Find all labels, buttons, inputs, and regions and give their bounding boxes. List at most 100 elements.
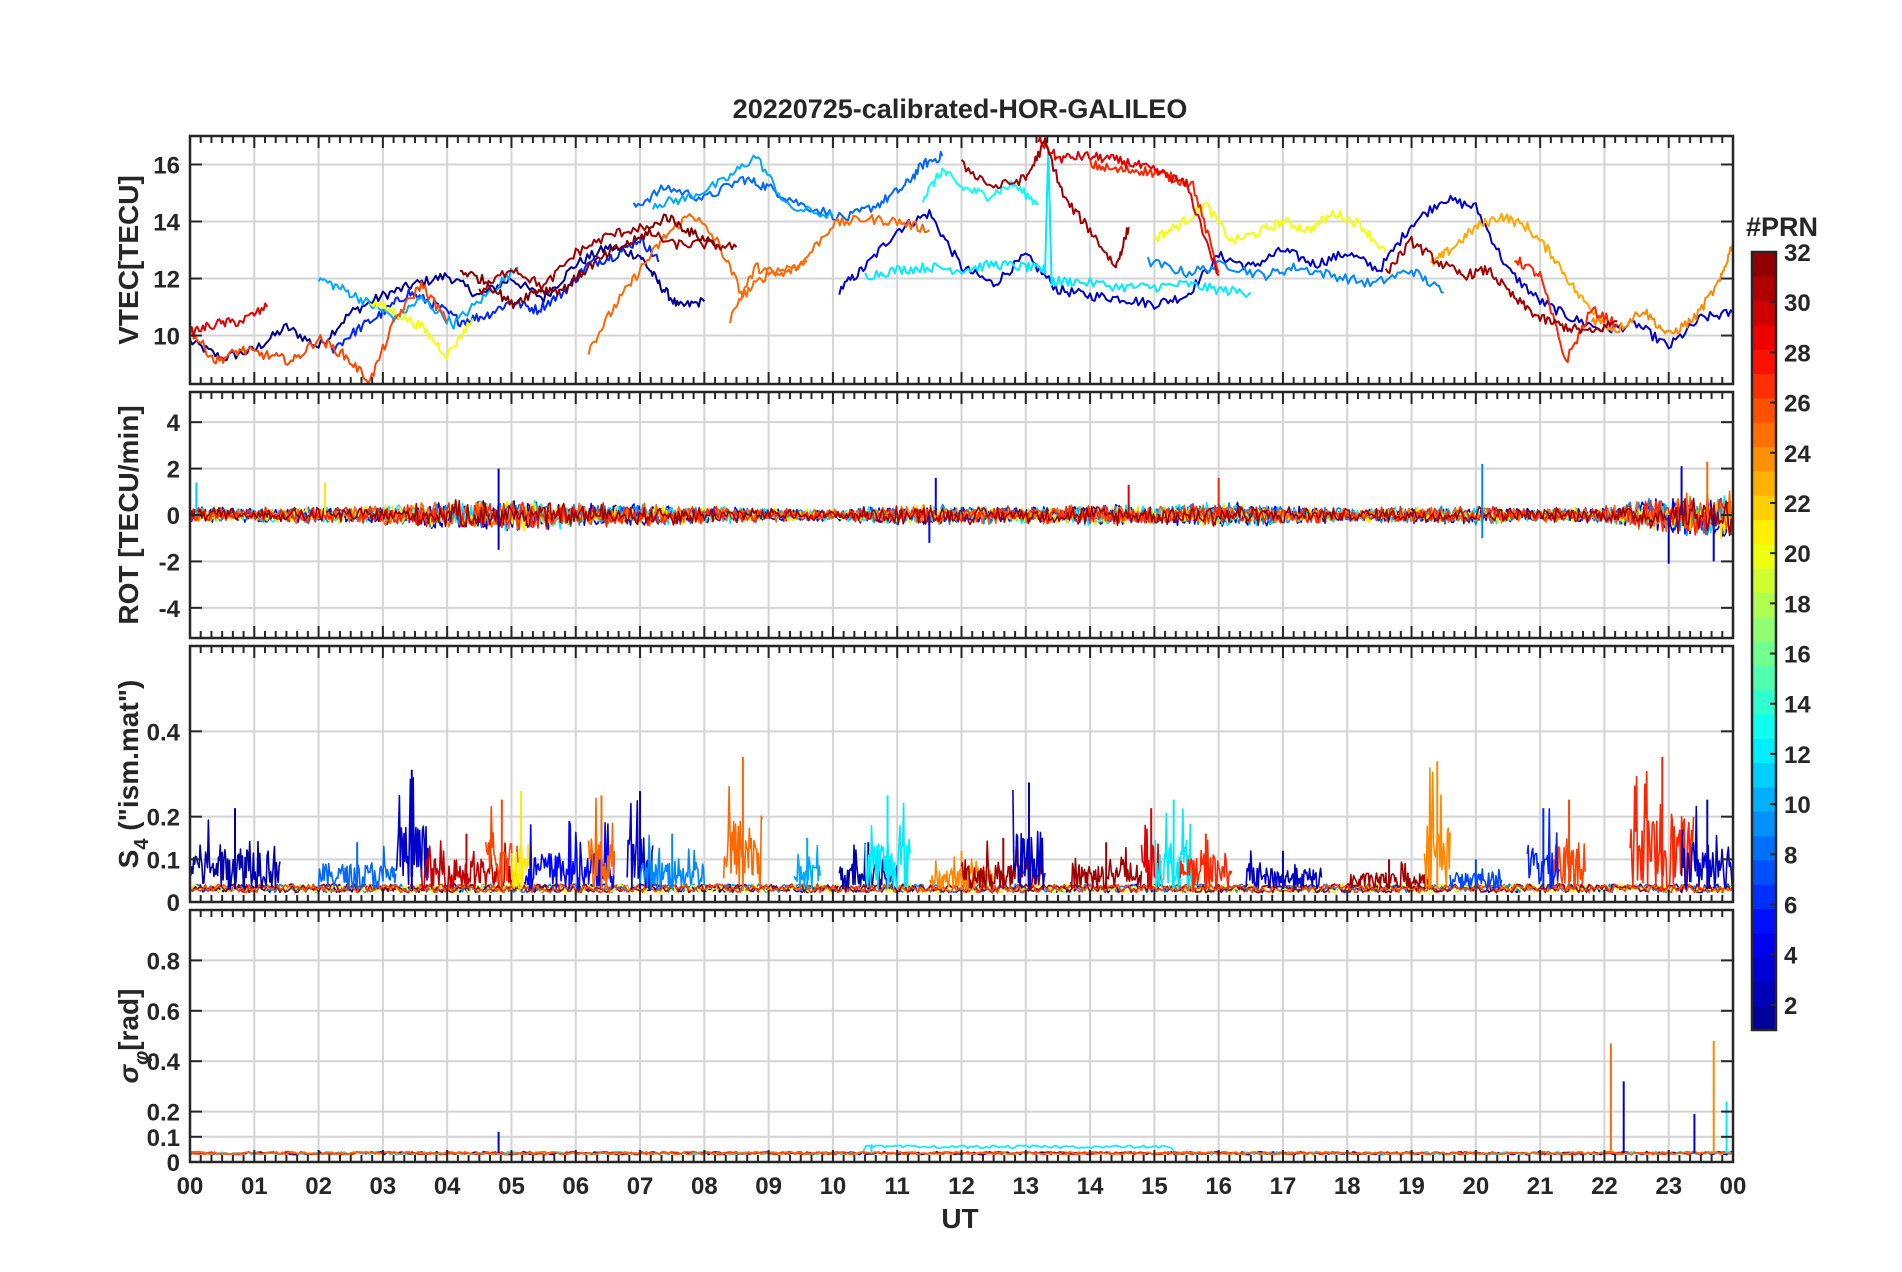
series-prn-25 (587, 213, 930, 355)
y-tick-label: 12 (153, 267, 180, 294)
colorbar-segment (1752, 616, 1776, 642)
colorbar-segment (1752, 689, 1776, 715)
y-tick-label: 0 (167, 503, 180, 530)
x-tick-label: 01 (241, 1173, 268, 1200)
y-axis-label: σφ[rad] (113, 989, 153, 1084)
data-layer (190, 461, 1733, 564)
colorbar-tick-label: 16 (1784, 642, 1811, 669)
colorbar-segment (1752, 276, 1776, 302)
colorbar-tick-label: 26 (1784, 391, 1811, 418)
x-tick-labels: 00 01 02 03 04 05 06 07 08 09 10 11 12 13 14 15 16 17 18 19… (177, 1173, 1747, 1200)
y-tick-label: 0.4 (147, 719, 181, 746)
colorbar-segment (1752, 762, 1776, 788)
series-prn-3 (838, 194, 1733, 350)
colorbar-title: #PRN (1746, 212, 1818, 242)
colorbar-tick-label: 28 (1784, 340, 1811, 367)
colorbar-segment (1752, 495, 1776, 521)
y-axis-label: VTEC[TECU] (113, 175, 144, 345)
panel-s4: 0 0.1 0.2 0.4S4 ("ism.mat") (113, 644, 1735, 917)
series-prn-27 (1514, 256, 1619, 364)
x-tick-label: 04 (434, 1173, 461, 1200)
grid (189, 910, 1734, 1163)
colorbar-segment (1752, 957, 1776, 982)
x-tick-label: 00 (1720, 1173, 1747, 1200)
tick-marks (189, 136, 1734, 384)
y-tick-label: 0.6 (147, 999, 180, 1026)
x-tick-label: 05 (498, 1173, 525, 1200)
colorbar-tick-label: 32 (1784, 240, 1811, 267)
colorbar-segment (1752, 373, 1776, 399)
series-prn-32 (460, 213, 719, 310)
x-tick-label: 16 (1205, 1173, 1232, 1200)
series-prn-26 (190, 280, 448, 384)
x-tick-label: 18 (1334, 1173, 1361, 1200)
series-prn-25 (729, 260, 808, 324)
colorbar-segment (1752, 738, 1776, 764)
x-tick-label: 00 (177, 1173, 204, 1200)
colorbar-segment (1752, 568, 1776, 593)
x-tick-label: 09 (755, 1173, 782, 1200)
colorbar-segment (1752, 1005, 1776, 1031)
x-tick-label: 11 (885, 1173, 910, 1200)
tick-marks (189, 646, 1734, 903)
colorbar-tick-label: 12 (1784, 742, 1811, 769)
x-tick-label: 20 (1462, 1173, 1489, 1200)
colorbar-segment (1752, 932, 1776, 958)
y-tick-label: 0.4 (147, 1049, 181, 1076)
colorbar-segment (1752, 835, 1776, 861)
colorbar-segment (1752, 252, 1776, 277)
colorbar-segment (1752, 324, 1776, 350)
series-prn-10 (317, 266, 519, 330)
data-layer (190, 756, 1733, 894)
panel-vtec: 10 12 14 16 VTEC[TECU] (113, 134, 1735, 386)
y-tick-label: 0.8 (147, 948, 180, 975)
colorbar-tick-label: 2 (1784, 993, 1797, 1020)
y-tick-label: 0.1 (147, 1125, 180, 1152)
series-prn-13 (921, 167, 1039, 206)
x-tick-label: 06 (562, 1173, 589, 1200)
colorbar-segment (1752, 811, 1776, 837)
y-axis-label: ROT [TECU/min] (113, 405, 144, 624)
series-prn-24 (1590, 241, 1733, 335)
series-prn-9 (1146, 256, 1444, 294)
series-prn-27 (1089, 159, 1220, 274)
colorbar-tick-label: 24 (1784, 441, 1811, 468)
colorbar-segment (1752, 446, 1776, 472)
y-tick-label: 0.2 (147, 1100, 180, 1127)
colorbar-segment (1752, 519, 1776, 545)
colorbar-segment (1752, 713, 1776, 739)
colorbar-tick-label: 20 (1784, 541, 1811, 568)
chart-title: 20220725-calibrated-HOR-GALILEO (733, 94, 1188, 124)
x-axis-label: UT (941, 1203, 978, 1234)
colorbar-segment (1752, 859, 1776, 885)
data-layer (190, 136, 1733, 384)
series-prn-6 (330, 236, 660, 354)
colorbar-segment (1752, 300, 1776, 326)
colorbar-segment (1752, 470, 1776, 496)
series-prn-29 (190, 302, 268, 338)
series-prn-31 (1384, 235, 1618, 335)
x-tick-label: 22 (1591, 1173, 1618, 1200)
y-tick-label: 14 (153, 210, 180, 237)
y-tick-label: -2 (159, 549, 180, 576)
x-tick-label: 23 (1655, 1173, 1682, 1200)
colorbar-frame (1750, 250, 1778, 1032)
colorbar-segment (1752, 349, 1776, 375)
x-tick-label: 07 (627, 1173, 654, 1200)
series-prn-23 (1429, 212, 1606, 323)
colorbar-segment (1752, 422, 1776, 448)
colorbar-segment (1752, 543, 1776, 569)
y-tick-label: 2 (167, 457, 180, 484)
y-tick-label: 0.2 (147, 805, 180, 832)
series-prn-29 (1037, 136, 1220, 277)
colorbar-segment (1752, 592, 1776, 618)
colorbar-segment (1752, 665, 1776, 691)
colorbar-segment (1752, 981, 1776, 1007)
x-tick-label: 10 (820, 1173, 847, 1200)
x-tick-label: 14 (1077, 1173, 1104, 1200)
series-prn-1 (190, 243, 706, 362)
tick-marks (189, 910, 1734, 1163)
tick-marks (189, 392, 1734, 638)
y-tick-label: 0.1 (147, 847, 180, 874)
